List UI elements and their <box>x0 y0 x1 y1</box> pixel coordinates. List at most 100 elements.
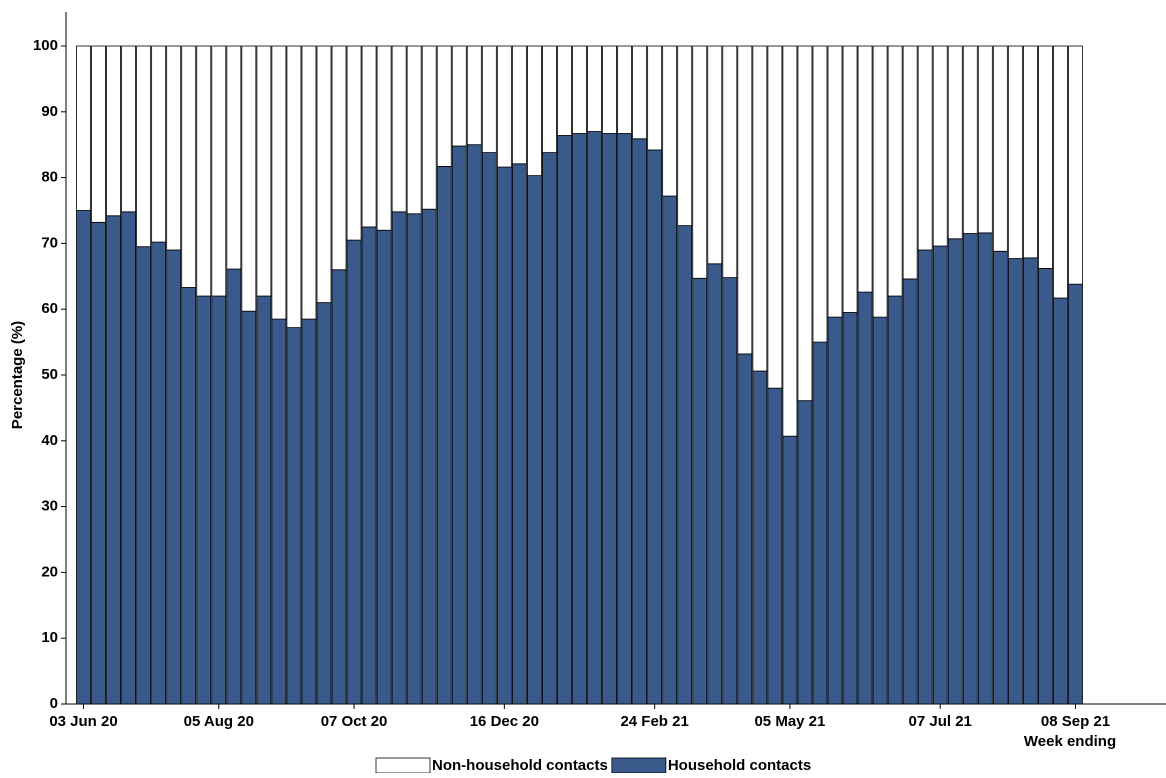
bar-segment <box>76 210 91 705</box>
bar-segment <box>466 45 482 146</box>
bar-segment <box>1053 297 1068 705</box>
bar-segment <box>917 45 933 251</box>
bar-segment <box>481 45 497 153</box>
x-axis-title: Week ending <box>1024 733 1116 750</box>
bar-segment <box>557 45 572 136</box>
bar-segment <box>151 45 167 243</box>
x-tick-label: 07 Oct 20 <box>321 713 388 730</box>
y-tick-label: 60 <box>41 300 58 317</box>
bar-segment <box>872 316 888 705</box>
y-tick-label: 80 <box>41 169 58 186</box>
bar-segment <box>947 238 963 705</box>
bar-segment <box>977 232 993 705</box>
bar-segment <box>511 45 527 165</box>
bar-segment <box>767 45 783 389</box>
bar-segment <box>136 246 152 705</box>
bar-segment <box>346 45 362 241</box>
bar-segment <box>812 341 828 705</box>
bar-segment <box>722 45 738 279</box>
bar-segment <box>166 249 182 705</box>
x-tick-label: 03 Jun 20 <box>49 713 117 730</box>
y-axis-title: Percentage (%) <box>9 321 26 429</box>
bar-segment <box>722 277 738 705</box>
bar-segment <box>406 45 422 215</box>
bar-segment <box>166 45 182 251</box>
bar-segment <box>797 400 813 705</box>
bar-segment <box>436 166 452 705</box>
bar-segment <box>752 45 768 372</box>
bar-segment <box>557 135 572 705</box>
bar-segment <box>857 291 873 705</box>
bar-segment <box>1007 258 1023 705</box>
bar-segment <box>932 245 948 705</box>
y-tick-label: 100 <box>33 37 58 54</box>
bar-segment <box>647 149 663 705</box>
bar-segment <box>181 45 197 288</box>
bar-segment <box>1022 257 1038 705</box>
bar-segment <box>587 45 602 132</box>
bar-segment <box>1038 45 1053 269</box>
bar-segment <box>451 145 467 705</box>
bar-segment <box>827 45 843 318</box>
bar-segment <box>451 45 467 147</box>
bar-segment <box>542 45 557 153</box>
bar-segment <box>782 45 798 437</box>
bar-segment <box>617 45 633 134</box>
bar-segment <box>496 166 512 705</box>
bar-segment <box>677 225 693 705</box>
bar-segment <box>391 45 407 213</box>
bar-segment <box>587 131 602 705</box>
bar-segment <box>226 45 242 270</box>
bar-segment <box>1007 45 1023 259</box>
bar-segment <box>406 213 422 705</box>
bar-segment <box>181 287 197 705</box>
bar-segment <box>331 45 347 271</box>
bar-segment <box>947 45 963 240</box>
x-tick-label: 05 Aug 20 <box>184 713 254 730</box>
bar-segment <box>977 45 993 234</box>
bar-segment <box>992 250 1008 705</box>
bar-segment <box>286 45 302 329</box>
bar-segment <box>466 144 482 705</box>
bar-segment <box>196 45 212 297</box>
bar-segment <box>226 268 242 705</box>
bar-segment <box>902 278 918 705</box>
bar-segment <box>737 353 753 705</box>
x-tick-label: 05 May 21 <box>754 713 825 730</box>
bar-segment <box>481 152 497 705</box>
bar-segment <box>421 45 437 210</box>
bar-segment <box>76 45 91 211</box>
bar-segment <box>496 45 512 168</box>
bar-segment <box>361 45 377 228</box>
bar-segment <box>572 133 587 705</box>
legend-label: Household contacts <box>668 757 811 773</box>
bar-segment <box>241 310 257 705</box>
bar-segment <box>857 45 873 293</box>
bar-segment <box>662 45 678 197</box>
bar-segment <box>872 45 888 318</box>
y-tick-label: 30 <box>41 498 58 515</box>
bar-segment <box>962 233 978 705</box>
bar-segment <box>1053 45 1068 299</box>
bar-segment <box>316 302 332 705</box>
bar-segment <box>842 312 858 705</box>
bar-segment <box>962 45 978 234</box>
bar-segment <box>542 152 557 705</box>
bar-segment <box>526 45 542 177</box>
bar-segment <box>256 295 272 705</box>
bar-segment <box>91 45 106 223</box>
bar-segment <box>932 45 948 247</box>
legend-swatch <box>611 757 667 774</box>
bar-segment <box>346 239 362 705</box>
bar-segment <box>196 295 212 705</box>
bar-segment <box>602 45 617 134</box>
bar-segment <box>211 295 227 705</box>
bar-segment <box>256 45 272 297</box>
bar-segment <box>707 263 723 705</box>
bar-segment <box>647 45 663 151</box>
bar-segment <box>121 45 137 213</box>
bar-segment <box>286 327 302 705</box>
bar-segment <box>692 277 708 705</box>
y-tick-label: 10 <box>41 629 58 646</box>
